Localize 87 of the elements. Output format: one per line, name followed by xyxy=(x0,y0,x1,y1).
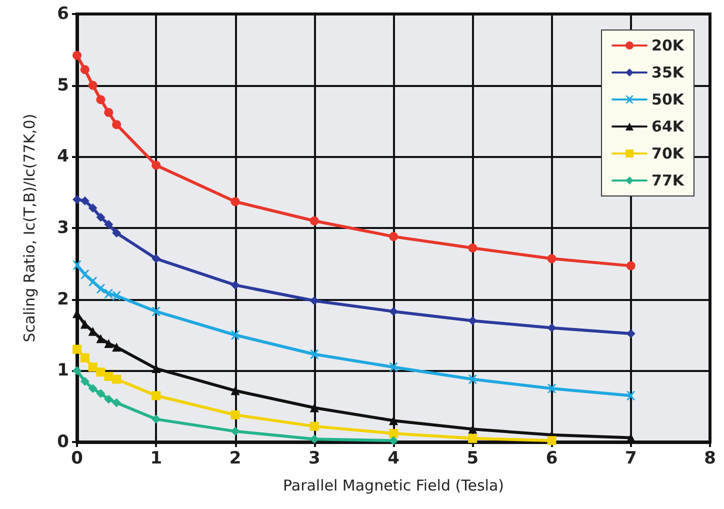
point xyxy=(152,306,161,316)
point xyxy=(96,334,106,344)
point xyxy=(88,80,98,90)
y-tick-label: 3 xyxy=(57,218,69,238)
point xyxy=(389,232,398,242)
point xyxy=(96,388,106,398)
legend-label: 35K xyxy=(652,64,686,82)
point xyxy=(389,306,398,316)
point xyxy=(468,316,478,326)
point xyxy=(96,212,106,222)
point xyxy=(230,386,240,396)
point xyxy=(468,243,478,252)
y-tick-label: 6 xyxy=(57,4,69,24)
y-tick-label: 5 xyxy=(57,75,69,96)
point xyxy=(626,261,636,270)
point xyxy=(310,403,319,412)
point xyxy=(72,344,82,354)
point xyxy=(112,120,122,130)
point xyxy=(310,434,319,444)
point xyxy=(230,410,240,420)
point xyxy=(547,254,556,264)
legend-label: 77K xyxy=(652,172,686,190)
point xyxy=(72,50,82,60)
y-tick-label: 1 xyxy=(57,360,69,381)
point xyxy=(112,228,122,238)
point xyxy=(310,216,319,226)
point xyxy=(112,398,122,408)
point xyxy=(310,296,319,306)
point xyxy=(104,108,114,117)
point xyxy=(468,434,478,443)
point xyxy=(96,368,106,377)
x-tick-label: 2 xyxy=(229,448,242,468)
point xyxy=(104,220,114,229)
point xyxy=(72,260,82,270)
point xyxy=(152,160,161,170)
point xyxy=(230,280,240,290)
point xyxy=(389,416,398,426)
point xyxy=(310,350,319,359)
point xyxy=(112,374,122,384)
point xyxy=(112,291,122,300)
point xyxy=(80,376,90,386)
x-axis-title: Parallel Magnetic Field (Tesla) xyxy=(283,476,504,494)
point xyxy=(626,391,636,400)
point xyxy=(80,270,90,279)
point xyxy=(88,362,98,372)
x-tick-label: 8 xyxy=(704,448,716,468)
x-tick-label: 4 xyxy=(388,448,400,468)
x-tick-label: 5 xyxy=(466,448,479,468)
x-tick-label: 3 xyxy=(308,448,320,468)
point xyxy=(88,384,98,393)
point xyxy=(626,329,636,338)
legend-label: 20K xyxy=(652,36,686,54)
x-tick-label: 7 xyxy=(624,448,637,468)
point xyxy=(547,384,556,393)
point xyxy=(152,391,161,400)
point xyxy=(72,194,82,204)
point xyxy=(104,372,114,381)
y-tick-label: 4 xyxy=(57,146,70,167)
point xyxy=(88,277,98,286)
point xyxy=(230,330,240,340)
x-tick-label: 6 xyxy=(546,448,558,468)
point xyxy=(80,196,90,206)
x-tick-label: 0 xyxy=(71,448,84,468)
legend-label: 64K xyxy=(652,118,686,136)
point xyxy=(112,342,122,352)
point xyxy=(468,374,478,384)
y-axis-title: Scaling Ratio, Ic(T,B)/Ic(77K,0) xyxy=(20,114,38,342)
point xyxy=(80,353,90,362)
y-tick-label: 2 xyxy=(57,289,69,310)
point xyxy=(152,414,161,424)
point xyxy=(104,339,114,348)
point xyxy=(230,426,240,436)
y-tick-label: 0 xyxy=(57,432,70,452)
point xyxy=(88,204,98,213)
legend-label: 70K xyxy=(652,144,686,162)
point xyxy=(96,95,106,104)
point xyxy=(104,394,114,404)
point xyxy=(104,289,114,298)
point xyxy=(80,65,90,74)
point xyxy=(230,197,240,206)
point xyxy=(389,362,398,372)
x-tick-label: 1 xyxy=(150,448,162,468)
point xyxy=(152,254,161,264)
point xyxy=(96,284,106,294)
point xyxy=(310,422,319,431)
legend-label: 50K xyxy=(652,90,686,108)
point xyxy=(389,428,398,438)
